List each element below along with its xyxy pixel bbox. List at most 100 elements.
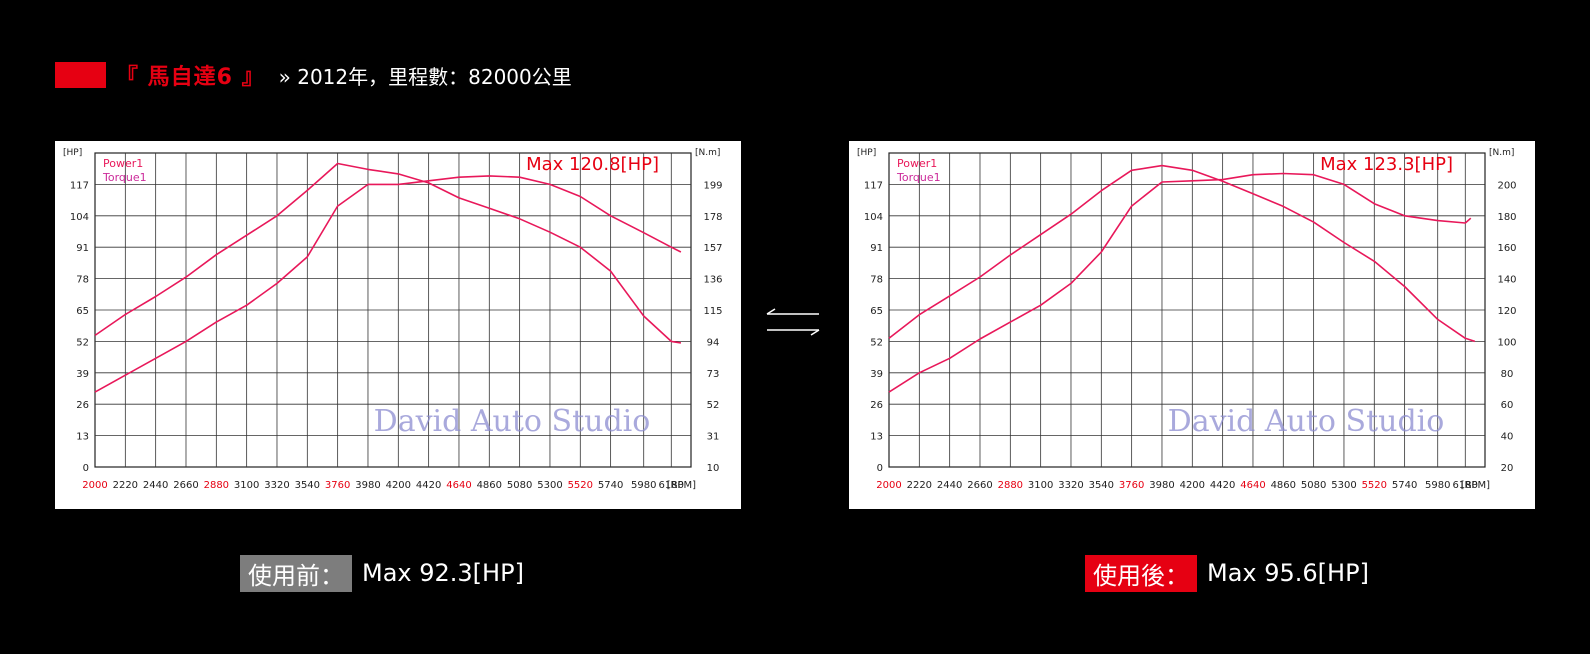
y2-tick-label: 160 <box>1497 243 1516 254</box>
legend-entry: Torque1 <box>102 171 147 184</box>
y-tick-label: 78 <box>870 275 883 286</box>
chart-after: 2000 2220 2440 2660 2880 3100 3320 3540 3760 3980… <box>849 141 1535 509</box>
header-accent-bar <box>55 62 106 88</box>
x-tick-label: 2440 <box>937 480 962 491</box>
x-tick-label: 4420 <box>416 480 441 491</box>
y-tick-label: 26 <box>76 400 89 411</box>
x-tick-label: 3760 <box>1119 480 1144 491</box>
x-tick-label: 2220 <box>113 480 138 491</box>
watermark: David Auto Studio <box>374 404 651 439</box>
x-tick-label: 5080 <box>507 480 532 491</box>
y2-tick-label: 40 <box>1501 432 1514 443</box>
y-tick-label: 52 <box>870 337 883 348</box>
y2-tick-label: 80 <box>1501 369 1514 380</box>
caption-after-label: 使用後： <box>1085 554 1197 592</box>
y-tick-label: 104 <box>864 212 883 223</box>
y-tick-label: 26 <box>870 400 883 411</box>
y2-tick-label: 20 <box>1501 463 1514 474</box>
x-tick-label: 3100 <box>234 480 259 491</box>
y-tick-label: 52 <box>76 337 89 348</box>
x-tick-label: 3320 <box>264 480 289 491</box>
y2-tick-label: 10 <box>707 463 720 474</box>
x-tick-label: 3540 <box>1089 480 1114 491</box>
caption-before-label: 使用前： <box>240 554 352 592</box>
x-tick-label: 5300 <box>1331 480 1356 491</box>
y-tick-label: 104 <box>70 212 89 223</box>
y2-tick-label: 140 <box>1497 275 1516 286</box>
caption-after: 使用後： Max 95.6[HP] <box>1085 554 1369 592</box>
y2-axis-unit: [N.m] <box>695 148 720 158</box>
caption-after-value: Max 95.6[HP] <box>1207 559 1369 587</box>
x-tick-label: 3760 <box>325 480 350 491</box>
y-axis-unit: [HP] <box>63 148 82 158</box>
x-tick-label: 6180 <box>659 480 684 491</box>
y-tick-label: 0 <box>83 463 89 474</box>
series-line-power1 <box>888 172 1472 393</box>
y2-axis-unit: [N.m] <box>1489 148 1514 158</box>
y2-tick-label: 200 <box>1497 180 1516 191</box>
caption-before-value: Max 92.3[HP] <box>362 559 524 587</box>
x-axis-unit: [RPM] <box>667 480 697 491</box>
legend-entry: Power1 <box>897 157 937 170</box>
y2-tick-label: 199 <box>703 180 722 191</box>
x-tick-label: 2660 <box>967 480 992 491</box>
series-line-torque1 <box>888 164 1476 343</box>
y-tick-label: 91 <box>870 243 883 254</box>
x-tick-label: 5300 <box>537 480 562 491</box>
y-tick-label: 65 <box>870 306 883 317</box>
series-line-power1 <box>94 175 682 393</box>
y2-tick-label: 157 <box>703 243 722 254</box>
x-tick-label: 5740 <box>1392 480 1417 491</box>
y-tick-label: 78 <box>76 275 89 286</box>
x-tick-label: 2000 <box>876 480 901 491</box>
y-tick-label: 13 <box>76 432 89 443</box>
y-tick-label: 39 <box>76 369 89 380</box>
x-tick-label: 6180 <box>1453 480 1478 491</box>
legend-entry: Power1 <box>103 157 143 170</box>
dyno-chart-before: 2000 2220 2440 2660 2880 3100 3320 3540 3760 3980… <box>63 148 723 491</box>
y2-tick-label: 52 <box>707 400 720 411</box>
y2-tick-label: 115 <box>703 306 722 317</box>
x-tick-label: 5980 <box>631 480 656 491</box>
y2-tick-label: 60 <box>1501 400 1514 411</box>
y2-tick-label: 120 <box>1497 306 1516 317</box>
x-tick-label: 3980 <box>355 480 380 491</box>
y2-tick-label: 180 <box>1497 212 1516 223</box>
y-tick-label: 0 <box>877 463 883 474</box>
x-tick-label: 2880 <box>204 480 229 491</box>
x-tick-label: 5740 <box>598 480 623 491</box>
y2-tick-label: 178 <box>703 212 722 223</box>
y-tick-label: 117 <box>864 180 883 191</box>
y-tick-label: 65 <box>76 306 89 317</box>
x-tick-label: 4640 <box>446 480 471 491</box>
model-title: 『 馬自達6 』 <box>116 65 265 90</box>
legend-entry: Torque1 <box>896 171 941 184</box>
x-tick-label: 4860 <box>477 480 502 491</box>
x-tick-label: 3540 <box>295 480 320 491</box>
x-tick-label: 4420 <box>1210 480 1235 491</box>
chart-before: 2000 2220 2440 2660 2880 3100 3320 3540 3760 3980… <box>55 141 741 509</box>
x-tick-label: 5520 <box>1362 480 1387 491</box>
series-line-torque1 <box>94 162 682 344</box>
x-tick-label: 5520 <box>568 480 593 491</box>
x-tick-label: 2880 <box>998 480 1023 491</box>
y-tick-label: 91 <box>76 243 89 254</box>
x-tick-label: 4640 <box>1240 480 1265 491</box>
max-label: Max 120.8[HP] <box>526 154 659 175</box>
y-tick-label: 13 <box>870 432 883 443</box>
y2-tick-label: 31 <box>707 432 720 443</box>
y-axis-unit: [HP] <box>857 148 876 158</box>
model-subtitle: » 2012年，里程數：82000公里 <box>278 64 572 89</box>
dyno-chart-after: 2000 2220 2440 2660 2880 3100 3320 3540 3760 3980… <box>857 148 1517 491</box>
x-tick-label: 3100 <box>1028 480 1053 491</box>
caption-before: 使用前： Max 92.3[HP] <box>240 554 524 592</box>
x-tick-label: 2220 <box>907 480 932 491</box>
x-tick-label: 2660 <box>173 480 198 491</box>
y-tick-label: 117 <box>70 180 89 191</box>
x-tick-label: 2440 <box>143 480 168 491</box>
max-label: Max 123.3[HP] <box>1320 154 1453 175</box>
x-tick-label: 4860 <box>1271 480 1296 491</box>
watermark: David Auto Studio <box>1168 404 1445 439</box>
y-tick-label: 39 <box>870 369 883 380</box>
x-tick-label: 3320 <box>1058 480 1083 491</box>
